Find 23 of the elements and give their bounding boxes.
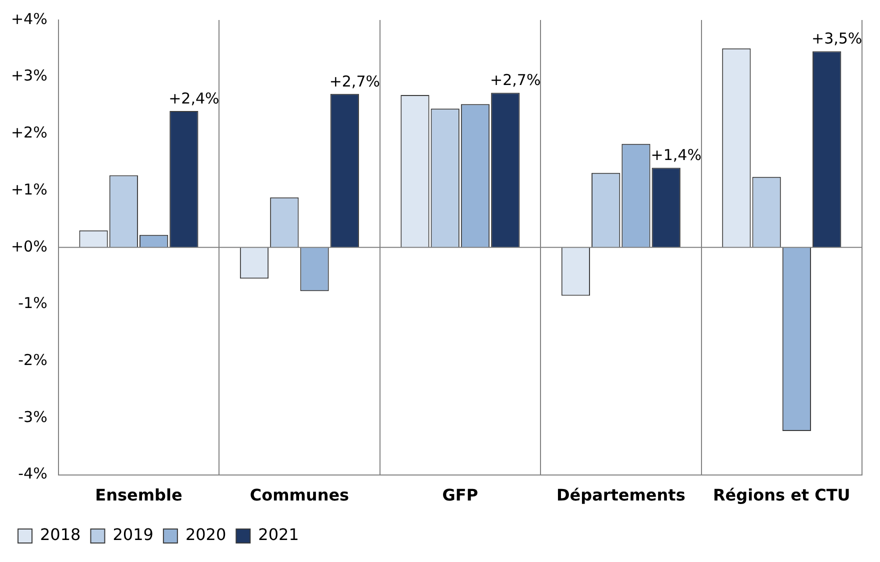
data-label: +2,7%: [329, 72, 380, 90]
x-tick-label: Ensemble: [95, 486, 182, 505]
data-label: +2,7%: [490, 71, 541, 90]
y-tick-label: -4%: [18, 464, 48, 483]
legend-label: 2020: [185, 525, 226, 544]
y-tick-label: +4%: [10, 10, 48, 28]
data-label: +3,5%: [811, 30, 862, 48]
legend-label: 2018: [40, 525, 81, 544]
data-label: +2,4%: [168, 89, 220, 108]
legend-label: 2021: [258, 525, 299, 544]
y-tick-label: -2%: [18, 350, 48, 369]
y-tick-label: -1%: [18, 294, 48, 312]
x-tick-label: Régions et CTU: [712, 486, 850, 505]
y-tick-label: +1%: [10, 180, 48, 198]
data-label: +1,4%: [650, 146, 702, 164]
y-tick-label: +0%: [10, 237, 48, 256]
y-tick-label: -3%: [18, 408, 48, 426]
x-tick-label: GFP: [442, 486, 478, 505]
x-tick-label: Communes: [250, 486, 350, 505]
legend-label: 2019: [112, 525, 154, 544]
x-tick-label: Départements: [556, 486, 686, 505]
y-tick-label: +3%: [10, 66, 48, 85]
y-tick-label: +2%: [10, 124, 48, 142]
